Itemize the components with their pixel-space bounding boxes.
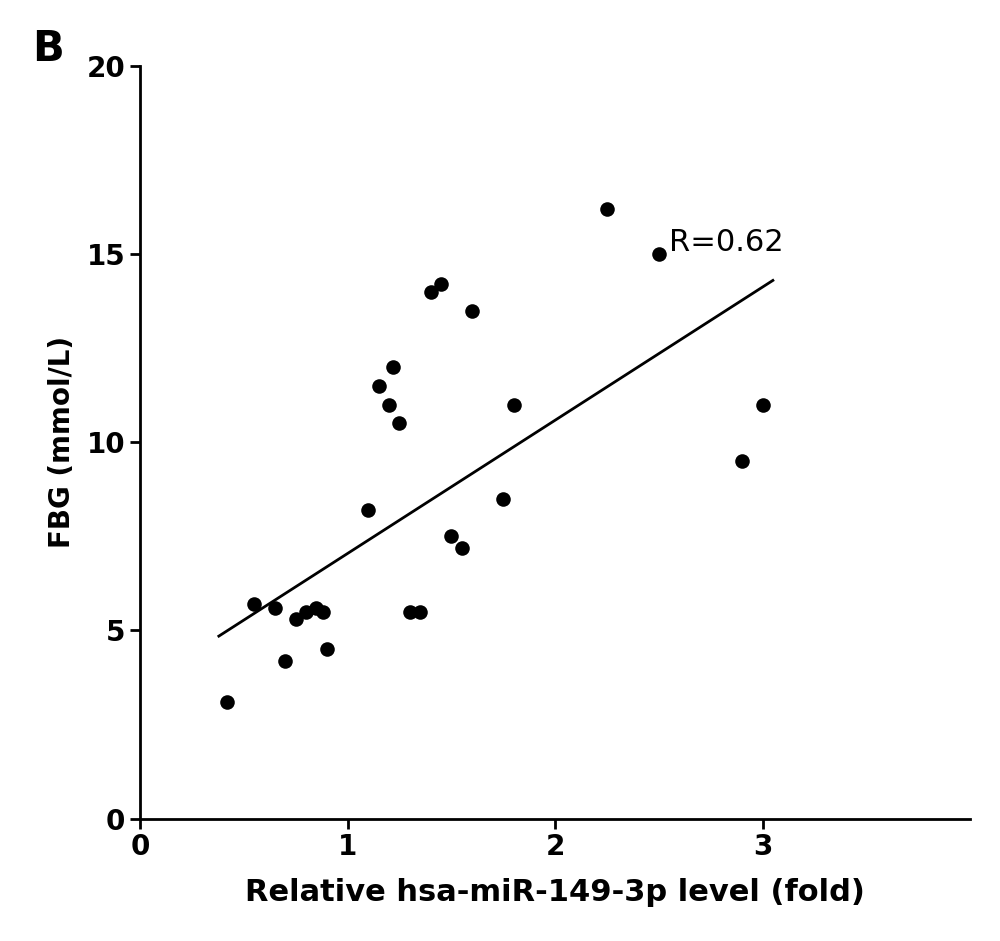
Point [651,247,667,262]
Point [454,540,470,555]
X-axis label: Relative hsa-miR-149-3p level (fold): Relative hsa-miR-149-3p level (fold) [245,878,865,907]
Y-axis label: FBG (mmol/L): FBG (mmol/L) [48,336,76,549]
Point [315,604,331,619]
Point [433,277,449,292]
Point [505,397,522,412]
Point [495,491,511,506]
Point [402,604,418,619]
Point [371,378,387,393]
Point [360,502,376,518]
Text: R=0.62: R=0.62 [669,229,784,257]
Point [246,597,262,612]
Point [385,359,401,375]
Point [267,600,283,615]
Point [319,642,335,657]
Point [288,612,304,627]
Point [755,397,771,412]
Point [219,694,235,710]
Point [422,284,438,299]
Point [464,303,480,318]
Point [391,416,407,431]
Point [381,397,397,412]
Point [308,600,324,615]
Point [599,201,615,216]
Point [298,604,314,619]
Point [443,529,459,544]
Point [277,653,293,668]
Point [734,454,750,469]
Point [412,604,428,619]
Text: B: B [32,28,64,71]
